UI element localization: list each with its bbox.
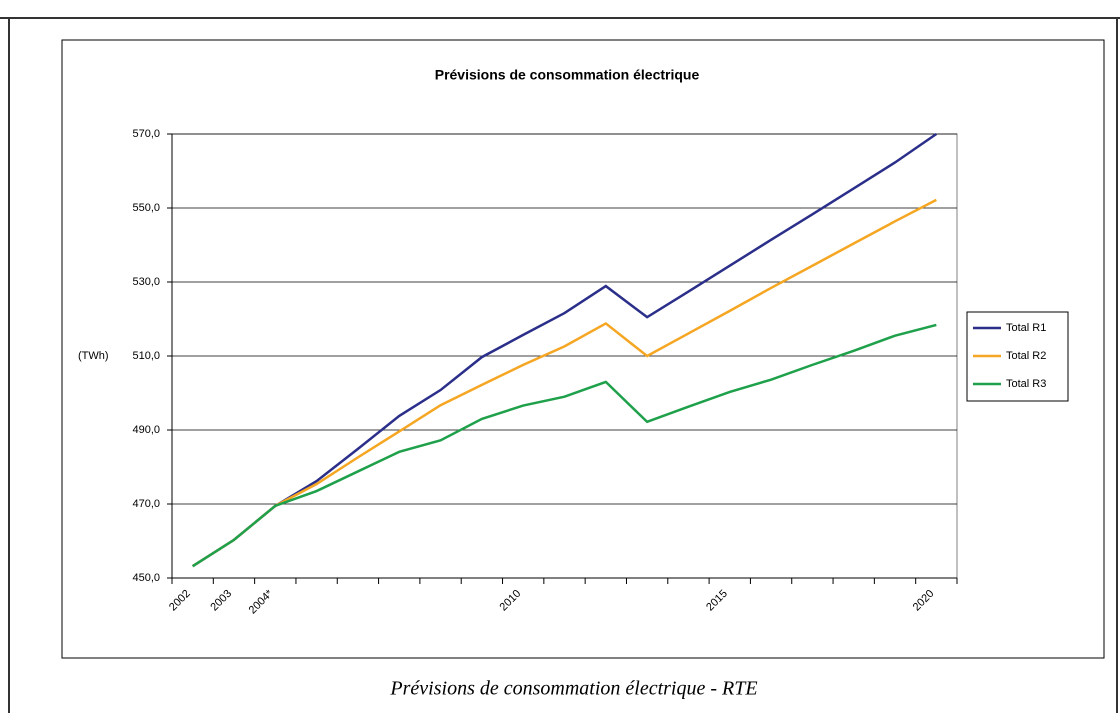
y-tick-label: 550,0 xyxy=(132,202,160,214)
series-line xyxy=(191,198,937,568)
series-line xyxy=(191,132,938,568)
y-tick-label: 530,0 xyxy=(132,276,160,288)
series-line xyxy=(191,323,937,568)
y-tick-label: 490,0 xyxy=(132,424,160,436)
y-tick-label: 450,0 xyxy=(132,572,160,584)
legend-label: Total R2 xyxy=(1006,350,1046,362)
y-tick-label: 510,0 xyxy=(132,350,160,362)
legend-label: Total R3 xyxy=(1006,378,1046,390)
legend-label: Total R1 xyxy=(1006,322,1046,334)
chart-title: Prévisions de consommation électrique xyxy=(435,67,700,83)
y-axis-label: (TWh) xyxy=(78,350,109,362)
caption: Prévisions de consommation électrique - … xyxy=(389,678,757,700)
y-tick-label: 470,0 xyxy=(132,498,160,510)
y-tick-label: 570,0 xyxy=(132,128,160,140)
